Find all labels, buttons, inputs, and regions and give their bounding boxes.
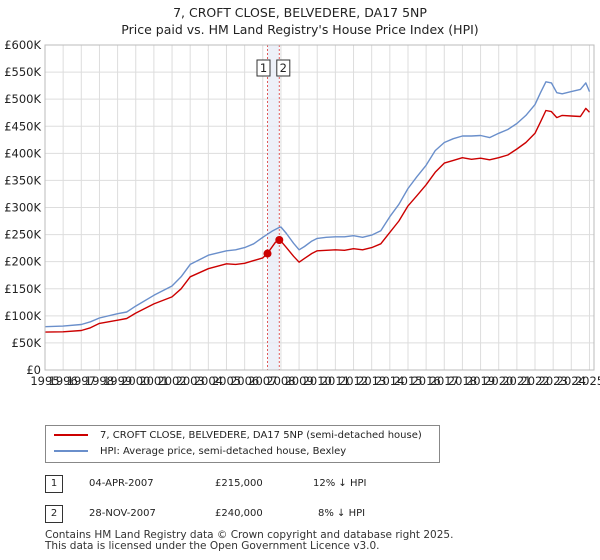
x-tick-label: 2000 — [121, 374, 150, 388]
transaction-price: £215,000 — [215, 478, 263, 489]
x-tick-label: 2009 — [284, 374, 313, 388]
y-tick-label: £450K — [4, 119, 41, 133]
transaction-number: 2 — [45, 505, 63, 523]
y-tick-label: £550K — [4, 65, 41, 79]
sale-point — [275, 236, 284, 244]
y-tick-label: £600K — [4, 38, 41, 52]
legend-swatch-hpi — [54, 450, 88, 452]
legend: 7, CROFT CLOSE, BELVEDERE, DA17 5NP (sem… — [45, 425, 440, 463]
x-tick-label: 2021 — [502, 374, 531, 388]
sale-marker-label: 2 — [280, 61, 287, 75]
x-tick-label: 2012 — [339, 374, 368, 388]
sale-marker-label-box — [276, 59, 291, 77]
x-tick-label: 1999 — [103, 374, 132, 388]
transaction-delta: 12% ↓ HPI — [313, 478, 367, 489]
transaction-price: £240,000 — [215, 508, 263, 519]
x-tick-label: 2008 — [266, 374, 295, 388]
legend-item-hpi: HPI: Average price, semi-detached house,… — [54, 445, 346, 459]
chart-title-line2: Price paid vs. HM Land Registry's House … — [121, 22, 479, 37]
y-tick-label: £250K — [4, 228, 41, 242]
footer-line1: Contains HM Land Registry data © Crown c… — [45, 529, 454, 541]
y-tick-label: £200K — [4, 255, 41, 269]
footer-line2: This data is licensed under the Open Gov… — [45, 540, 380, 552]
legend-swatch-property — [54, 434, 88, 436]
x-tick-label: 2014 — [375, 374, 404, 388]
y-tick-label: £50K — [12, 336, 42, 350]
transaction-date: 28-NOV-2007 — [89, 508, 156, 519]
x-tick-label: 2006 — [230, 374, 259, 388]
x-tick-label: 1995 — [30, 374, 59, 388]
x-tick-label: 2023 — [539, 374, 568, 388]
x-tick-label: 2001 — [139, 374, 168, 388]
legend-item-property: 7, CROFT CLOSE, BELVEDERE, DA17 5NP (sem… — [54, 429, 422, 443]
sale-marker-label: 1 — [260, 61, 267, 75]
x-tick-label: 2017 — [430, 374, 459, 388]
plot-frame — [44, 44, 595, 371]
x-tick-label: 2004 — [194, 374, 223, 388]
x-tick-label: 2002 — [157, 374, 186, 388]
y-tick-label: £350K — [4, 173, 41, 187]
chart-title: 7, CROFT CLOSE, BELVEDERE, DA17 5NP Pric… — [0, 4, 600, 38]
x-tick-label: 2010 — [303, 374, 332, 388]
property-series-line — [44, 107, 591, 333]
x-tick-label: 1998 — [85, 374, 114, 388]
x-tick-label: 1996 — [49, 374, 78, 388]
footer: Contains HM Land Registry data © Crown c… — [45, 530, 453, 552]
x-tick-label: 2022 — [520, 374, 549, 388]
legend-label-property: 7, CROFT CLOSE, BELVEDERE, DA17 5NP (sem… — [100, 430, 422, 441]
x-tick-label: 2020 — [484, 374, 513, 388]
chart-title-line1: 7, CROFT CLOSE, BELVEDERE, DA17 5NP — [173, 5, 427, 20]
axes: £0 £50K £100K £150K £200K £250K £300K £350K £400… — [4, 38, 600, 388]
x-tick-label: 2015 — [393, 374, 422, 388]
y-tick-label: £400K — [4, 146, 41, 160]
transaction-number: 1 — [45, 475, 63, 493]
x-tick-label: 2016 — [411, 374, 440, 388]
x-tick-label: 2007 — [248, 374, 277, 388]
y-tick-label: £0 — [26, 363, 41, 377]
grid — [44, 44, 594, 371]
sale-marker-band — [267, 45, 280, 370]
y-tick-label: £100K — [4, 309, 41, 323]
series-layer — [44, 81, 591, 333]
x-tick-label: 2024 — [557, 374, 586, 388]
legend-label-hpi: HPI: Average price, semi-detached house,… — [100, 446, 347, 457]
transaction-delta: 8% ↓ HPI — [318, 508, 366, 519]
x-tick-label: 2003 — [176, 374, 205, 388]
y-tick-label: £300K — [4, 201, 41, 215]
x-tick-label: 2013 — [357, 374, 386, 388]
x-tick-label: 1997 — [67, 374, 96, 388]
y-tick-label: £500K — [4, 92, 41, 106]
y-tick-label: £150K — [4, 282, 41, 296]
sale-marker-label-box — [256, 59, 271, 77]
x-tick-label: 2018 — [448, 374, 477, 388]
x-tick-label: 2005 — [212, 374, 241, 388]
x-tick-label: 2019 — [466, 374, 495, 388]
transaction-date: 04-APR-2007 — [89, 478, 154, 489]
sale-point — [263, 249, 272, 258]
hpi-series-line — [44, 81, 591, 328]
x-tick-label: 2025 — [575, 374, 600, 388]
sale-period-band — [267, 45, 280, 370]
x-tick-label: 2011 — [321, 374, 350, 388]
